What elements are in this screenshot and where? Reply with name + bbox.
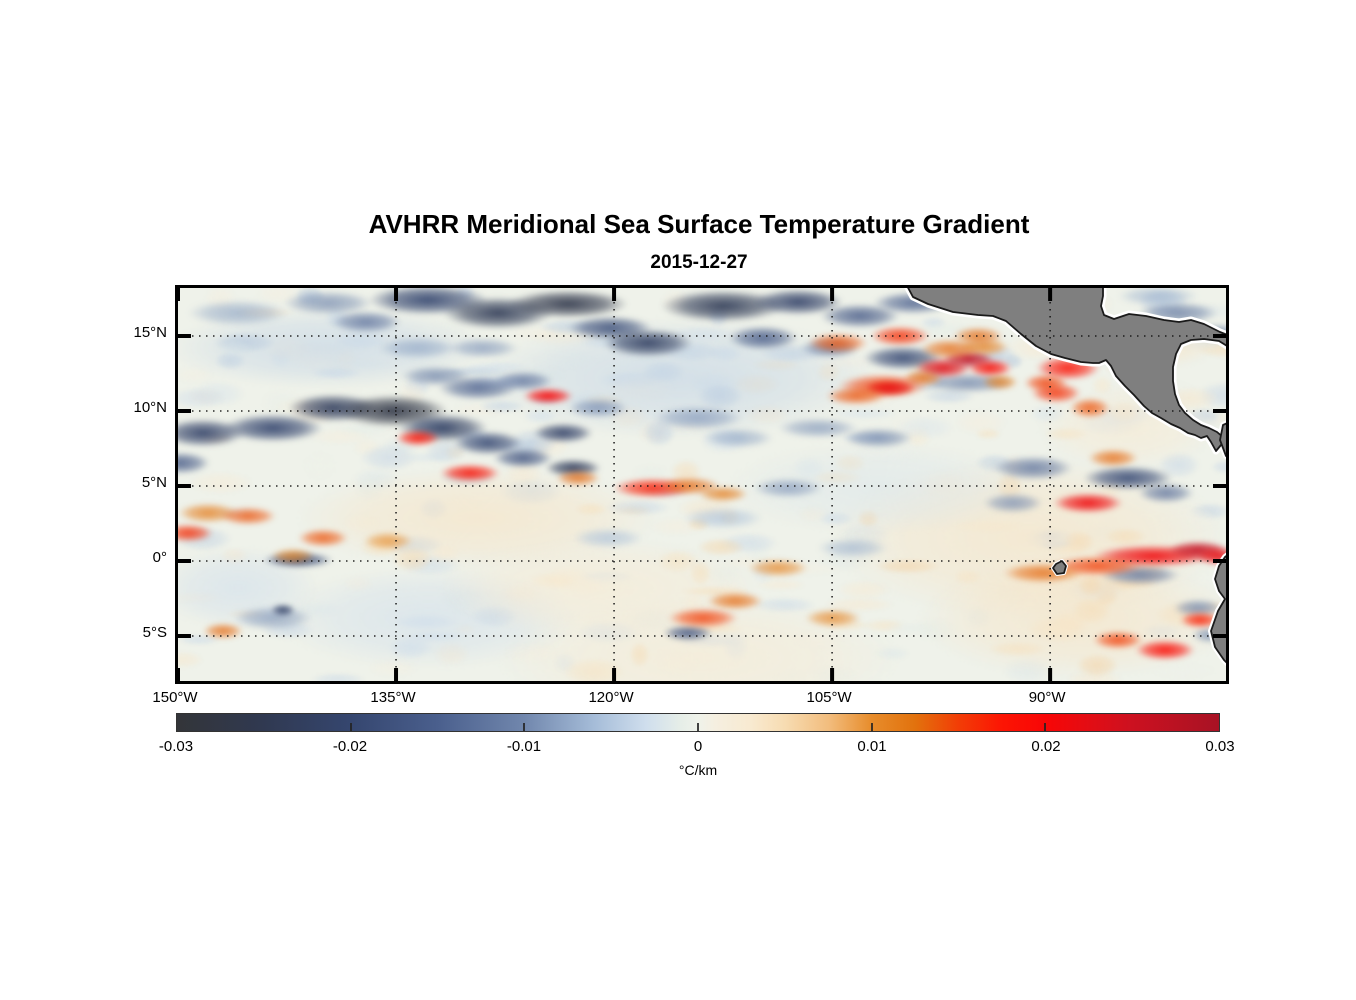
y-axis-tick-label: 15°N <box>133 324 167 341</box>
colorbar-tick <box>870 723 873 731</box>
colorbar-tick-label: -0.03 <box>158 738 194 755</box>
y-axis-tick-label: 10°N <box>133 399 167 416</box>
chart-date: 2015-12-27 <box>650 252 748 273</box>
land-colombia-edge <box>1219 422 1226 458</box>
land-south-america-coast <box>1210 555 1226 664</box>
map-plot <box>175 285 1229 684</box>
land-mexico-central-america <box>907 288 1226 452</box>
colorbar-tick <box>697 723 699 731</box>
colorbar-unit-label: °C/km <box>678 762 718 778</box>
y-axis-tick-label: 5°S <box>142 624 167 641</box>
map-overlay <box>176 288 1226 681</box>
colorbar-tick-label: 0 <box>693 738 703 755</box>
land-galapagos-island <box>1052 560 1067 575</box>
colorbar-tick-label: 0.03 <box>1205 738 1235 755</box>
x-axis-tick-label: 150°W <box>152 689 198 706</box>
y-axis-tick-label: 5°N <box>141 474 167 491</box>
colorbar-tick-label: -0.02 <box>332 738 368 755</box>
axis-ticks <box>176 288 1226 681</box>
colorbar-tick-label: 0.01 <box>857 738 887 755</box>
x-axis-tick-label: 120°W <box>588 689 634 706</box>
colorbar-tick <box>1044 723 1047 731</box>
chart-title: AVHRR Meridional Sea Surface Temperature… <box>368 209 1030 239</box>
x-axis-tick-label: 90°W <box>1028 689 1066 706</box>
colorbar-tick <box>523 723 526 731</box>
colorbar-tick-label: 0.02 <box>1031 738 1061 755</box>
x-axis-tick-label: 135°W <box>370 689 416 706</box>
grid-overlay <box>178 288 1226 681</box>
colorbar <box>176 713 1220 732</box>
colorbar-tick <box>349 723 352 731</box>
x-axis-tick-label: 105°W <box>806 689 852 706</box>
colorbar-tick-label: -0.01 <box>506 738 542 755</box>
y-axis-tick-label: 0° <box>152 549 167 566</box>
